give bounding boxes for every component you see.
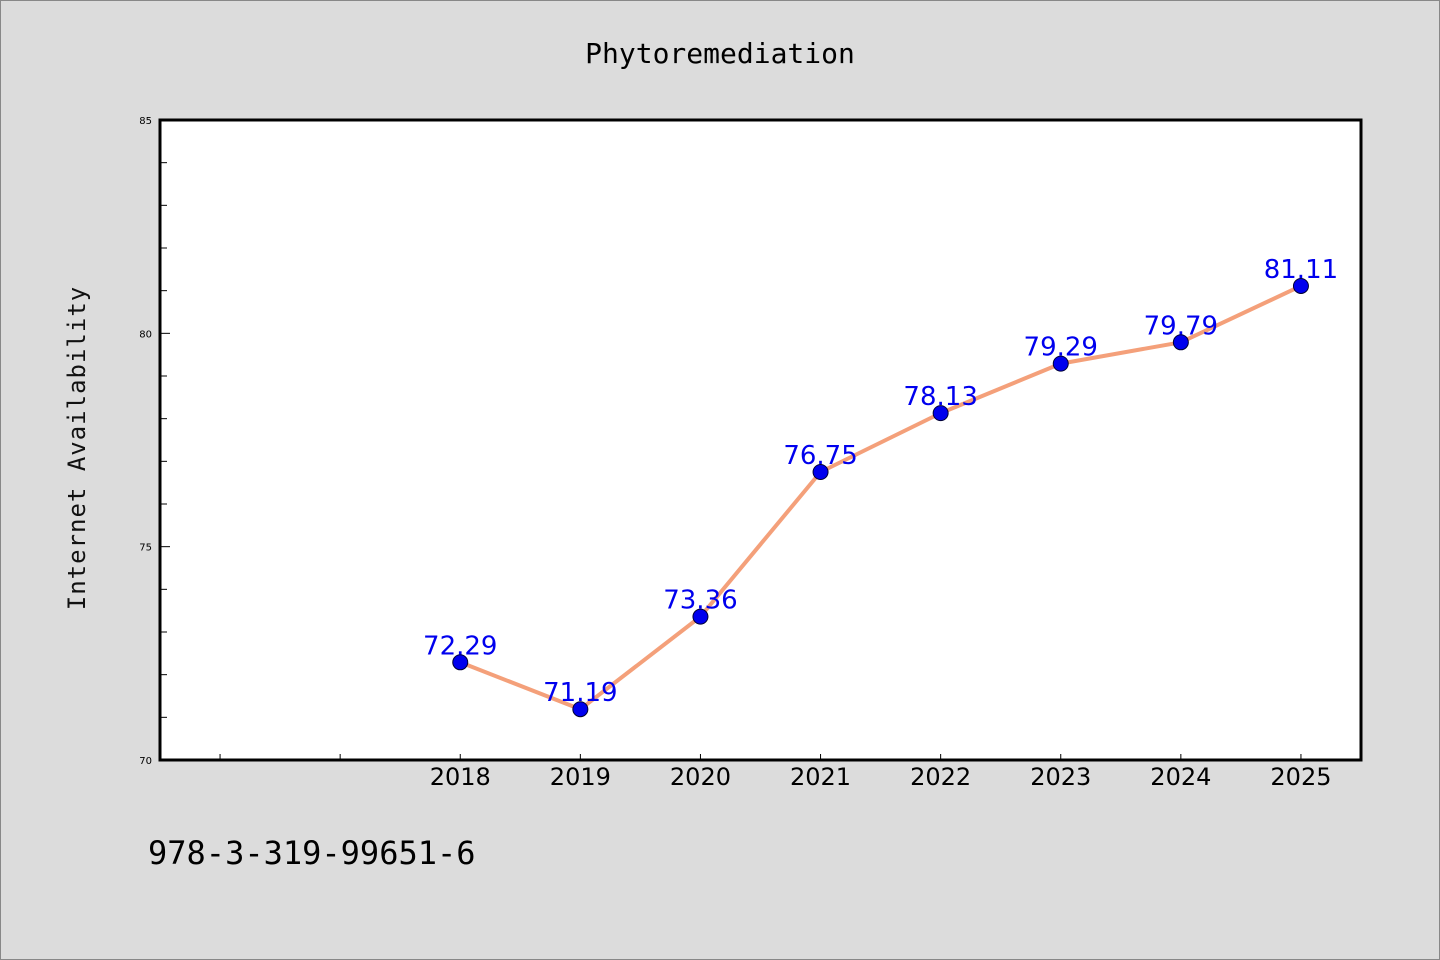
- plot-area: [160, 120, 1361, 760]
- x-axis: 2018 2019 2020 2021 2022 2023 2024 2025: [219, 754, 1331, 791]
- data-label: 76.75: [783, 441, 857, 471]
- data-label: 71.19: [543, 678, 617, 708]
- y-tick-label: 80: [139, 329, 152, 340]
- x-tick-label: 2018: [430, 763, 491, 791]
- data-point: [932, 405, 949, 422]
- data-point: [452, 654, 469, 671]
- data-label: 73.36: [663, 586, 737, 616]
- data-point: [1052, 355, 1069, 372]
- data-point: [1172, 334, 1189, 351]
- data-point: [1292, 277, 1309, 294]
- x-tick-label: 2021: [790, 763, 851, 791]
- x-tick-label: 2019: [550, 763, 611, 791]
- data-point: [692, 608, 709, 625]
- data-point: [812, 464, 829, 480]
- isbn-text: 978-3-319-99651-6: [148, 834, 476, 872]
- data-label: 79.29: [1024, 333, 1098, 363]
- chart-title: Phytoremediation: [585, 37, 855, 70]
- y-tick-label: 70: [139, 756, 152, 767]
- x-tick-label: 2025: [1270, 763, 1331, 791]
- series-line: [458, 283, 1303, 712]
- y-axis-label: Internet Availability: [63, 286, 91, 610]
- x-tick-label: 2023: [1030, 763, 1091, 791]
- data-label: 81.11: [1264, 255, 1338, 285]
- data-label: 72.29: [423, 631, 497, 661]
- plot-frame: [158, 118, 1363, 762]
- series-group: 72.29 71.19 73.36 76.75 78.13 79.29 79.79 81.11: [423, 255, 1338, 718]
- x-tick-label: 2020: [670, 763, 731, 791]
- data-label: 78.13: [903, 382, 977, 412]
- y-tick-label: 85: [139, 116, 152, 127]
- x-tick-label: 2022: [910, 763, 971, 791]
- data-label: 79.79: [1144, 311, 1218, 341]
- x-tick-label: 2024: [1150, 763, 1211, 791]
- data-point: [572, 701, 589, 718]
- y-tick-label: 75: [139, 543, 152, 554]
